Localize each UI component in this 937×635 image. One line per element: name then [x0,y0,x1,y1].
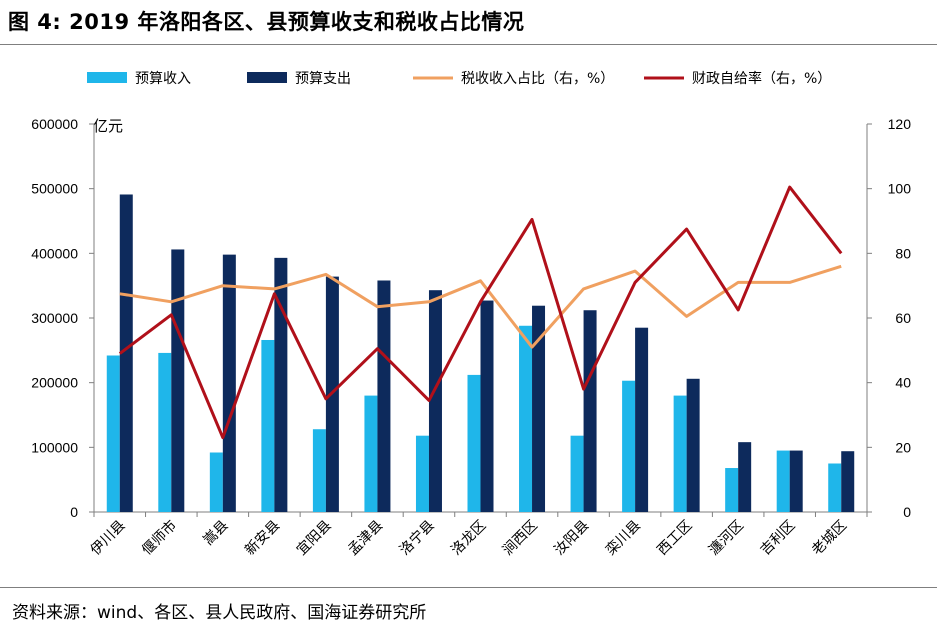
title-divider [0,44,937,45]
category-label: 偃师市 [138,517,180,559]
expenditure-bar [841,451,855,512]
figure-title: 图 4: 2019 年洛阳各区、县预算收支和税收占比情况 [8,10,525,34]
category-label: 瀍河区 [705,517,747,559]
category-label: 栾川县 [602,517,644,559]
right-axis-tick-label: 120 [888,116,912,132]
category-label: 洛龙区 [448,518,489,559]
left-axis-tick-label: 200000 [31,375,78,391]
category-label: 汝阳县 [551,518,592,559]
expenditure-bar [171,249,185,512]
category-label: 伊川县 [88,518,129,559]
expenditure-bar [738,442,752,512]
expenditure-bar [635,327,649,512]
category-label: 涧西区 [500,518,541,559]
legend-label: 预算支出 [295,71,351,87]
legend-label: 税收收入占比（右，%） [461,71,614,87]
left-axis-tick-label: 600000 [31,116,78,132]
legend-label: 预算收入 [135,71,191,87]
left-axis-tick-label: 400000 [31,245,78,261]
income-bar [209,452,223,512]
left-axis-tick-label: 100000 [31,439,78,455]
source-divider [0,587,937,588]
category-label: 洛宁县 [396,517,438,559]
category-label: 吉利区 [758,518,799,559]
income-bar [467,374,481,512]
income-bar [828,463,842,512]
category-label: 新安县 [242,518,283,559]
expenditure-bar [119,194,133,512]
self-sufficiency-line [118,185,843,440]
category-label: 嵩县 [201,518,232,549]
bars [106,194,855,513]
right-axis-tick-label: 20 [895,439,911,455]
right-axis-tick-label: 100 [888,181,912,197]
expenditure-bar [686,378,700,512]
category-label: 西工区 [654,518,695,559]
lines [118,185,843,440]
right-axis-tick-label: 40 [895,375,911,391]
expenditure-bar [377,280,391,512]
income-bar [415,435,429,512]
category-label: 老城区 [809,518,850,559]
income-bar [364,395,378,512]
legend-label: 财政自给率（右，%） [692,70,831,87]
left-axis-tick-label: 500000 [31,181,78,197]
right-axis-tick-label: 0 [903,504,911,520]
expenditure-bar [532,305,546,512]
chart: 预算收入 预算支出 税收收入占比（右，%） 财政自给率（右，%） 亿元 0 100000… [31,70,911,559]
left-axis-unit: 亿元 [93,117,123,135]
income-bar [725,468,739,512]
income-bar [622,380,636,512]
income-bar [106,355,120,512]
left-axis-tick-label: 0 [70,504,78,520]
category-label: 孟津县 [345,518,386,559]
income-bar [312,429,326,512]
expenditure-bar [583,310,597,512]
source-note: 资料来源：wind、各区、县人民政府、国海证券研究所 [12,603,427,623]
expenditure-bar [789,450,803,512]
income-bar [673,395,687,512]
expenditure-bar [274,257,288,512]
right-axis-tick-label: 60 [895,310,911,326]
right-axis-tick-label: 80 [895,245,911,261]
legend-swatch [87,72,127,83]
expenditure-bar [428,290,442,512]
income-bar [570,435,584,512]
income-bar [261,339,275,512]
legend: 预算收入 预算支出 税收收入占比（右，%） 财政自给率（右，%） [87,70,831,87]
category-label: 宜阳县 [294,518,335,559]
left-axis-tick-label: 300000 [31,310,78,326]
tax-share-line [119,264,842,349]
income-bar [776,450,790,512]
income-bar [158,352,172,512]
expenditure-bar [222,254,236,513]
category-labels: 伊川县 偃师市 嵩县 新安县 宜阳县 孟津县 洛宁县 洛龙区 涧西区 汝阳县 栾川县 西工区 瀍河区 吉利… [88,517,850,559]
income-bar [519,325,533,512]
expenditure-bar [480,300,494,512]
axes: 0 100000 200000 300000 400000 500000 600000 0 20… [31,116,911,520]
legend-swatch [247,72,287,83]
